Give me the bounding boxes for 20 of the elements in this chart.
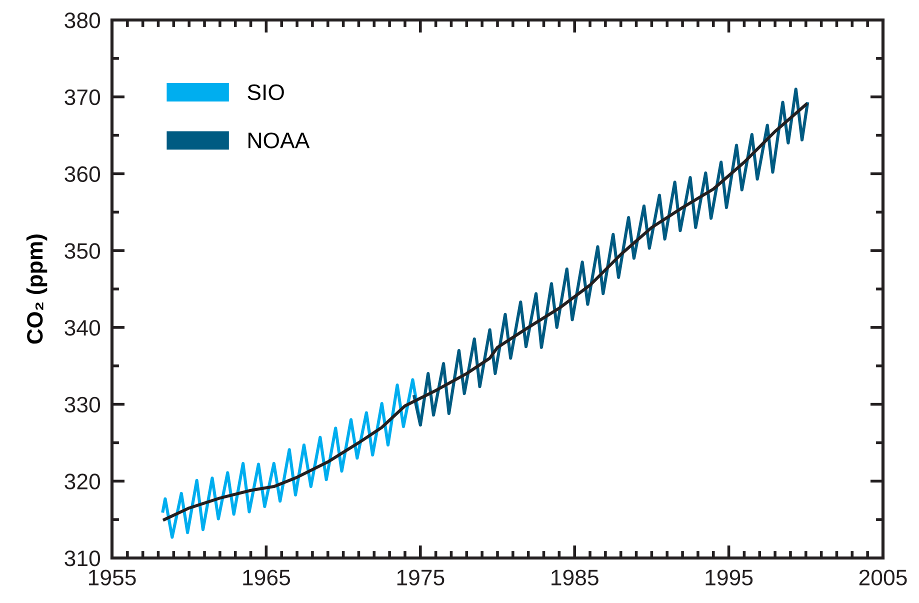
x-tick-label: 1995 — [706, 570, 753, 586]
line-series — [162, 103, 808, 522]
y-tick-label: 330 — [64, 396, 100, 413]
y-tick-label: 320 — [64, 474, 100, 490]
y-tick-label: 370 — [64, 89, 100, 106]
line-series — [412, 88, 809, 427]
y-tick-label: 350 — [64, 243, 100, 259]
legend-label: SIO — [248, 84, 284, 100]
x-tick-label: 1985 — [552, 570, 598, 586]
x-tick-label: 2005 — [859, 570, 907, 586]
legend-label: NOAA — [248, 132, 310, 148]
y-tick-label: 380 — [64, 12, 100, 28]
y-tick-label: 360 — [64, 166, 100, 182]
line-series — [161, 378, 422, 539]
x-tick-label: 1955 — [88, 570, 136, 586]
y-axis-title: CO₂ (ppm) — [26, 234, 48, 344]
y-tick-label: 310 — [64, 550, 100, 566]
x-tick-label: 1965 — [243, 570, 290, 586]
x-tick-label: 1975 — [397, 570, 444, 586]
y-tick-label: 340 — [64, 320, 100, 336]
